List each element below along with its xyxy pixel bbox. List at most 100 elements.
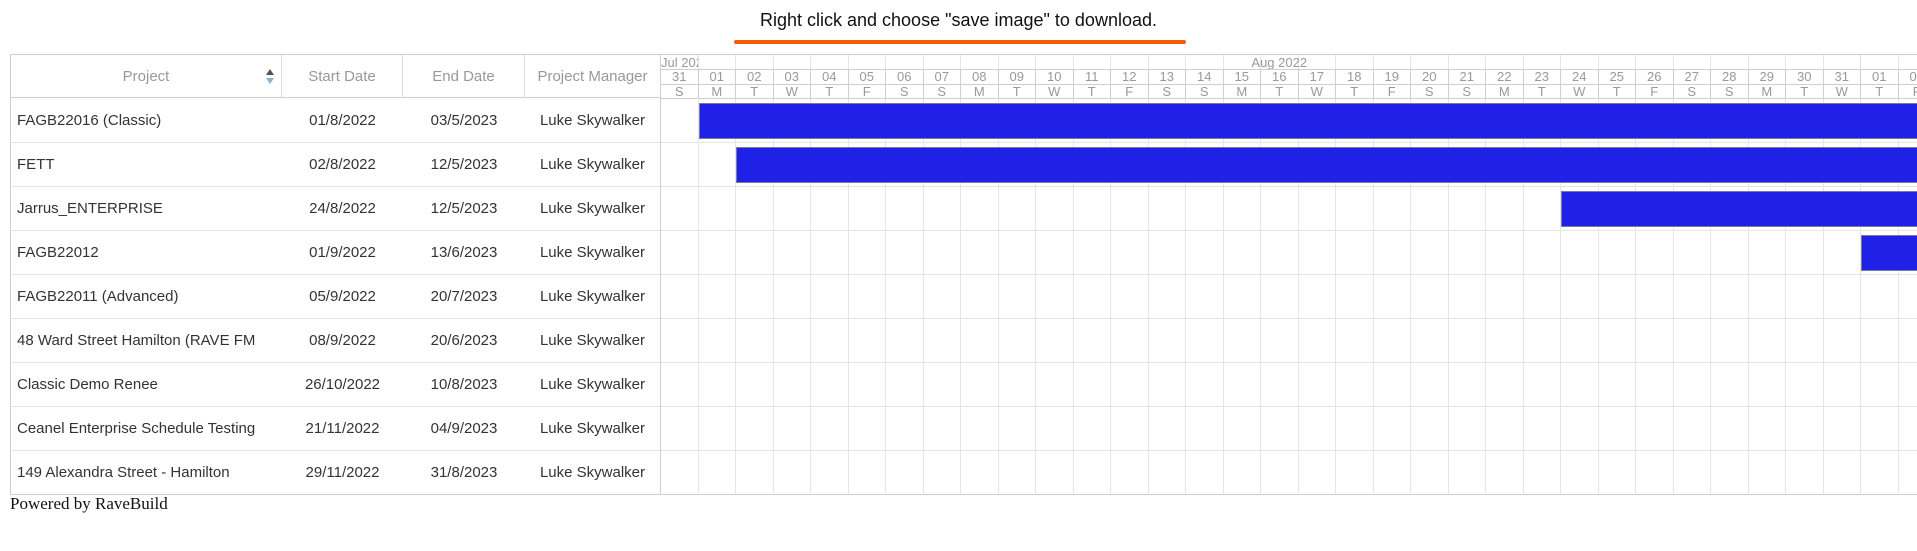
start-date-cell: 24/8/2022 bbox=[309, 200, 376, 217]
table-row[interactable]: FETT 02/8/2022 12/5/2023 Luke Skywalker bbox=[11, 143, 660, 187]
timeline-row bbox=[661, 143, 1917, 187]
weekday-label: T bbox=[1786, 85, 1824, 99]
weekday-label: S bbox=[923, 85, 961, 99]
project-manager-cell: Luke Skywalker bbox=[539, 112, 646, 129]
timeline-row bbox=[661, 99, 1917, 143]
weekday-label: W bbox=[1561, 85, 1599, 99]
table-row[interactable]: FAGB22012 01/9/2022 13/6/2023 Luke Skywalke… bbox=[11, 231, 660, 275]
table-row[interactable]: FAGB22011 (Advanced) 05/9/2022 20/7/2023 Lu… bbox=[11, 275, 660, 319]
weekday-label: T bbox=[1861, 85, 1899, 99]
month-label bbox=[1861, 55, 1917, 70]
day-label: 10 bbox=[1036, 70, 1074, 85]
table-row[interactable]: 48 Ward Street Hamilton (RAVE FM 08/9/202… bbox=[11, 319, 660, 363]
end-date-cell: 20/7/2023 bbox=[430, 288, 498, 305]
start-date-cell: 05/9/2022 bbox=[309, 288, 376, 305]
weekday-label: W bbox=[773, 85, 811, 99]
start-date-cell: 26/10/2022 bbox=[304, 376, 381, 393]
day-label: 27 bbox=[1673, 70, 1711, 85]
start-date-cell: 08/9/2022 bbox=[309, 332, 376, 349]
weekday-label: W bbox=[1036, 85, 1074, 99]
month-label: Jul 2022 bbox=[661, 55, 699, 70]
project-manager-cell: Luke Skywalker bbox=[539, 420, 646, 437]
weekday-label: S bbox=[661, 85, 699, 99]
day-label: 08 bbox=[961, 70, 999, 85]
sort-icon[interactable] bbox=[265, 67, 275, 85]
weekday-label: S bbox=[1186, 85, 1224, 99]
download-notice: Right click and choose "save image" to d… bbox=[759, 10, 1157, 30]
project-manager-cell: Luke Skywalker bbox=[539, 288, 646, 305]
project-manager-cell: Luke Skywalker bbox=[539, 200, 646, 217]
project-grid: Project Start Date End Date Project Mana… bbox=[11, 55, 661, 494]
end-date-cell: 31/8/2023 bbox=[430, 464, 498, 481]
day-label: 30 bbox=[1786, 70, 1824, 85]
weekday-label: M bbox=[1486, 85, 1524, 99]
start-date-cell: 02/8/2022 bbox=[309, 156, 376, 173]
weekday-label: T bbox=[736, 85, 774, 99]
column-header-project-manager[interactable]: Project Manager bbox=[525, 55, 660, 98]
weekday-label: T bbox=[1261, 85, 1299, 99]
end-date-cell: 20/6/2023 bbox=[430, 332, 498, 349]
table-row[interactable]: 149 Alexandra Street - Hamilton 29/11/202… bbox=[11, 451, 660, 494]
column-header-project[interactable]: Project bbox=[11, 55, 282, 98]
day-label: 24 bbox=[1561, 70, 1599, 85]
weekday-label: S bbox=[1673, 85, 1711, 99]
day-label: 25 bbox=[1598, 70, 1636, 85]
weekday-label: F bbox=[848, 85, 886, 99]
task-bar[interactable] bbox=[698, 103, 1917, 139]
day-label: 31 bbox=[661, 70, 699, 85]
table-row[interactable]: Ceanel Enterprise Schedule Testing 21/11/… bbox=[11, 407, 660, 451]
weekday-label: T bbox=[1523, 85, 1561, 99]
day-label: 18 bbox=[1336, 70, 1374, 85]
project-cell: FAGB22016 (Classic) bbox=[17, 112, 162, 129]
weekday-label: S bbox=[886, 85, 924, 99]
day-label: 03 bbox=[773, 70, 811, 85]
weekday-label: M bbox=[698, 85, 736, 99]
column-header-end-date[interactable]: End Date bbox=[403, 55, 525, 98]
start-date-cell: 01/8/2022 bbox=[309, 112, 376, 129]
weekday-label: F bbox=[1898, 85, 1917, 99]
project-cell: FAGB22012 bbox=[17, 244, 99, 261]
end-date-cell: 13/6/2023 bbox=[430, 244, 498, 261]
end-date-cell: 12/5/2023 bbox=[430, 156, 498, 173]
project-manager-cell: Luke Skywalker bbox=[539, 376, 646, 393]
day-label: 17 bbox=[1298, 70, 1336, 85]
task-bar[interactable] bbox=[736, 147, 1917, 183]
timeline-row bbox=[661, 275, 1917, 319]
weekday-label: F bbox=[1111, 85, 1149, 99]
timeline-row bbox=[661, 319, 1917, 363]
task-bar[interactable] bbox=[1561, 191, 1917, 227]
weekday-label: S bbox=[1711, 85, 1749, 99]
project-manager-cell: Luke Skywalker bbox=[539, 332, 646, 349]
weekday-label: W bbox=[1823, 85, 1861, 99]
table-row[interactable]: FAGB22016 (Classic) 01/8/2022 03/5/2023 Luk… bbox=[11, 99, 660, 143]
project-cell: 48 Ward Street Hamilton (RAVE FM bbox=[17, 332, 256, 349]
project-cell: Classic Demo Renee bbox=[17, 376, 158, 393]
start-date-cell: 29/11/2022 bbox=[305, 464, 380, 481]
start-date-cell: 01/9/2022 bbox=[309, 244, 376, 261]
weekday-label: T bbox=[1598, 85, 1636, 99]
day-label: 07 bbox=[923, 70, 961, 85]
day-label: 21 bbox=[1448, 70, 1486, 85]
column-header-start-date[interactable]: Start Date bbox=[282, 55, 403, 98]
day-label: 16 bbox=[1261, 70, 1299, 85]
day-label: 01 bbox=[1861, 70, 1899, 85]
day-label: 20 bbox=[1411, 70, 1449, 85]
day-label: 15 bbox=[1223, 70, 1261, 85]
powered-by: Powered by RaveBuild bbox=[10, 494, 168, 513]
end-date-cell: 12/5/2023 bbox=[430, 200, 498, 217]
table-row[interactable]: Classic Demo Renee 26/10/2022 10/8/2023 Luk… bbox=[11, 363, 660, 407]
task-bar[interactable] bbox=[1861, 235, 1917, 271]
project-cell: FETT bbox=[17, 156, 55, 173]
project-cell: 149 Alexandra Street - Hamilton bbox=[17, 464, 230, 481]
weekday-label: S bbox=[1448, 85, 1486, 99]
day-label: 23 bbox=[1523, 70, 1561, 85]
weekday-label: T bbox=[1336, 85, 1374, 99]
day-label: 14 bbox=[1186, 70, 1224, 85]
weekday-label: M bbox=[1223, 85, 1261, 99]
project-cell: Jarrus_ENTERPRISE bbox=[17, 200, 163, 217]
weekday-label: S bbox=[1148, 85, 1186, 99]
day-label: 31 bbox=[1823, 70, 1861, 85]
table-row[interactable]: Jarrus_ENTERPRISE 24/8/2022 12/5/2023 Luke … bbox=[11, 187, 660, 231]
end-date-cell: 10/8/2023 bbox=[430, 376, 498, 393]
weekday-label: F bbox=[1373, 85, 1411, 99]
